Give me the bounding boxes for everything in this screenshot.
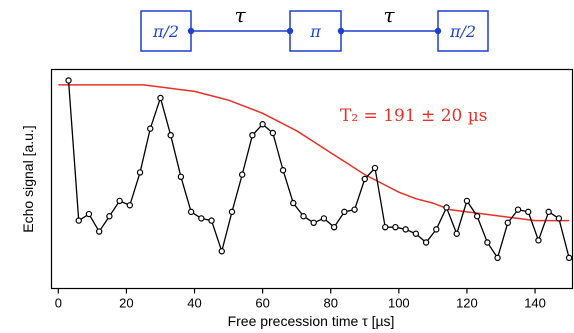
data-point [330, 223, 338, 231]
x-tick-label: 100 [388, 296, 410, 311]
x-tick-label: 60 [255, 296, 269, 311]
x-tick-label: 120 [456, 296, 478, 311]
x-tick-label: 40 [187, 296, 201, 311]
data-point [187, 208, 195, 216]
data-point [126, 202, 134, 209]
x-axis-label: Free precession time τ [µs] [228, 313, 395, 329]
x-tick-label: 80 [323, 296, 337, 311]
data-point [382, 223, 389, 231]
data-point [249, 131, 256, 139]
data-point [269, 129, 277, 137]
data-point [443, 204, 450, 211]
x-tick-labels: 0 20 40 60 80 100 120 140 [55, 296, 546, 311]
delay-label-2: τ [383, 3, 395, 27]
data-point [300, 213, 307, 220]
data-point [198, 215, 205, 222]
fit-curve [58, 84, 570, 222]
data-point [422, 239, 430, 246]
data-point [555, 215, 563, 222]
data-point [361, 175, 368, 183]
data-point [402, 226, 409, 233]
data-point [228, 208, 236, 216]
data-series-layer [65, 77, 573, 262]
data-point [218, 248, 225, 255]
data-point [525, 208, 532, 216]
data-point [157, 94, 164, 102]
data-point [504, 219, 511, 226]
data-point [371, 164, 379, 172]
data-point [136, 169, 144, 176]
data-line [67, 80, 570, 260]
data-point [535, 237, 542, 244]
data-point [65, 77, 72, 84]
data-point [351, 206, 358, 213]
junction-dot [337, 27, 345, 35]
data-point [320, 215, 328, 222]
data-point [514, 206, 522, 213]
data-point [279, 167, 287, 174]
data-point [116, 197, 123, 205]
data-point [565, 254, 573, 262]
data-point [95, 228, 103, 235]
data-point [310, 219, 317, 226]
data-point [177, 173, 185, 181]
pulse-label-1: π/2 [152, 22, 179, 41]
x-ticks [57, 288, 536, 294]
data-point [167, 131, 174, 139]
data-point [412, 230, 420, 237]
fit-curve-layer [58, 84, 570, 222]
data-point [85, 210, 93, 218]
data-point [463, 197, 471, 205]
data-point [259, 121, 266, 128]
junction-dot [434, 27, 442, 35]
data-point [392, 223, 399, 231]
x-tick-label: 20 [119, 296, 133, 311]
data-point [341, 208, 348, 216]
plot: 0 20 40 60 80 100 120 140 T₂ = 191 ± 20 µs Free… [20, 68, 574, 329]
t2-annotation: T₂ = 191 ± 20 µs [340, 106, 488, 126]
data-point [545, 208, 552, 216]
data-point [147, 125, 154, 132]
plot-frame [50, 68, 574, 290]
y-axis-label: Echo signal [a.u.] [20, 125, 36, 232]
data-point [238, 171, 246, 178]
data-point [75, 217, 82, 224]
data-point [453, 230, 460, 237]
data-point [484, 239, 491, 246]
delay-label-1: τ [234, 3, 246, 27]
junction-dot [187, 27, 195, 35]
pulse-label-3: π/2 [449, 22, 476, 41]
data-point [433, 226, 440, 233]
data-point [473, 213, 481, 220]
pulse-label-2: π [309, 22, 321, 41]
data-point [290, 199, 297, 207]
x-tick-label: 140 [524, 296, 546, 311]
x-tick-label: 0 [55, 296, 62, 311]
data-point [208, 217, 215, 224]
junction-dot [286, 27, 294, 35]
pulse-sequence: π/2 π π/2 τ τ [140, 3, 489, 52]
data-point [106, 213, 113, 220]
data-point [494, 254, 501, 262]
